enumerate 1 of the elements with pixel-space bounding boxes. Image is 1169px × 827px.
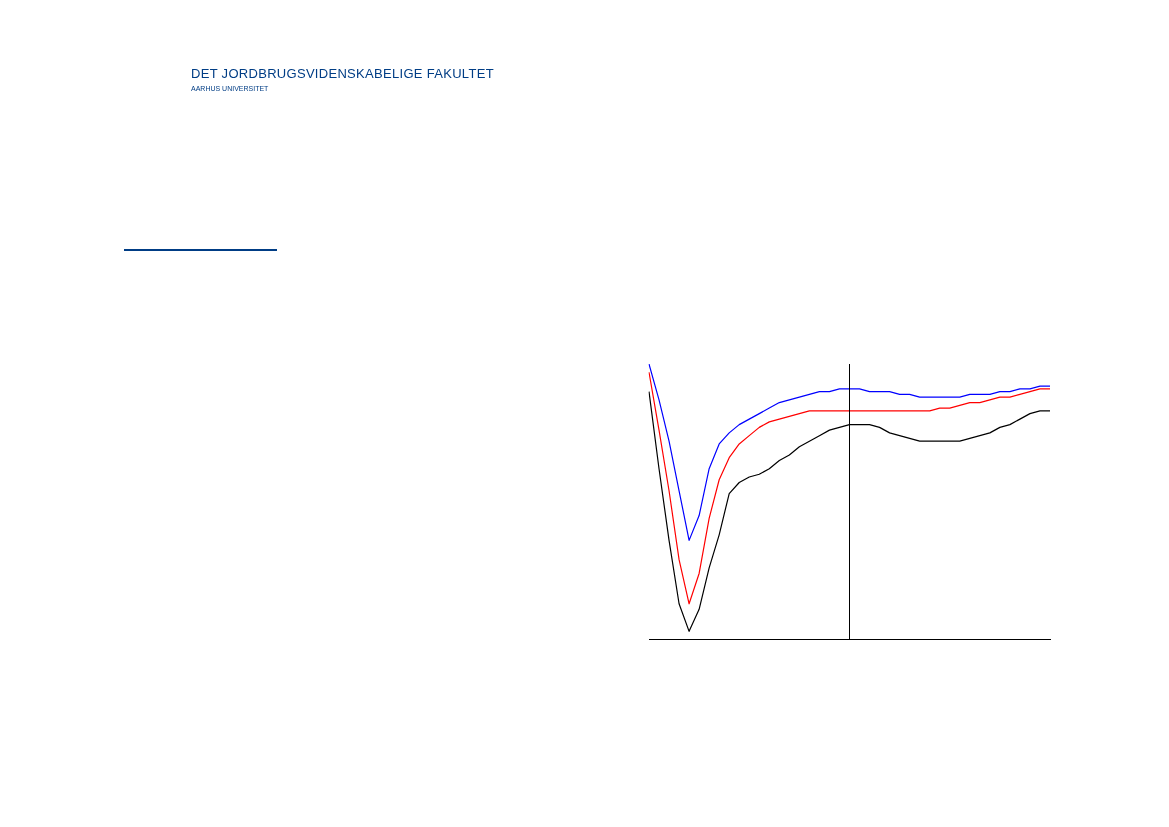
text: DET JORDBRUGSVIDENSKABELIGE FAKULTET (191, 66, 494, 81)
